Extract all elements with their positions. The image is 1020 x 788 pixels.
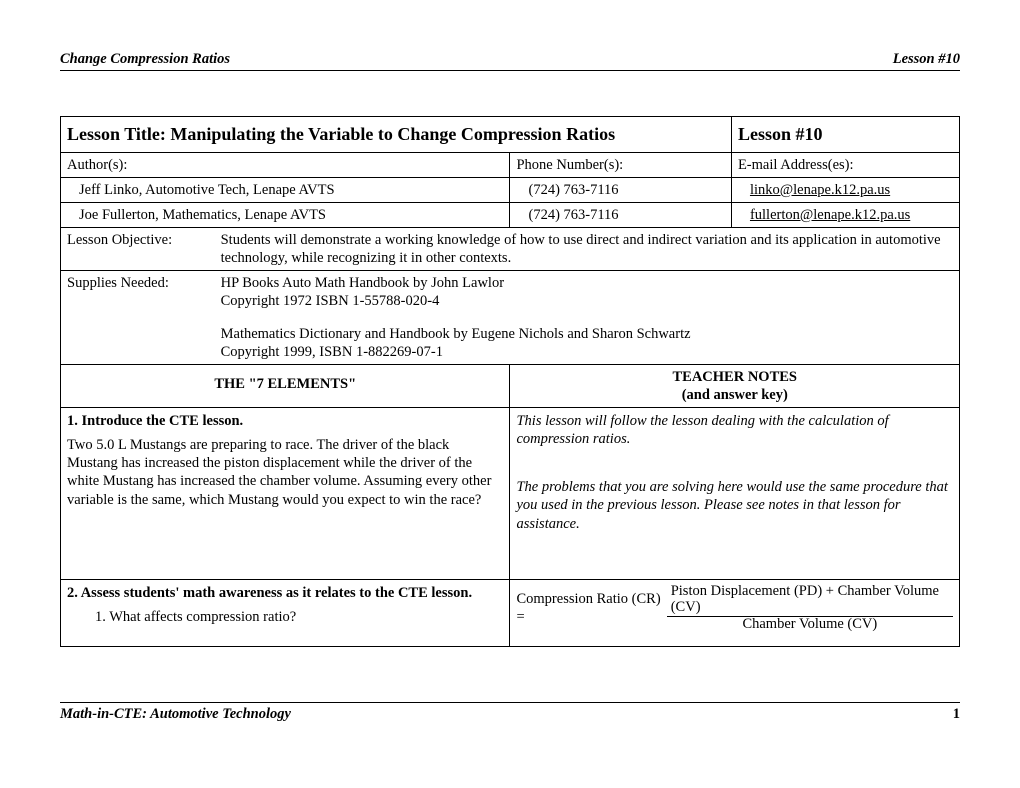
header-right: Lesson #10: [893, 50, 960, 68]
element-1-notes: This lesson will follow the lesson deali…: [510, 408, 960, 580]
supplies-line-3: Mathematics Dictionary and Handbook by E…: [221, 326, 691, 342]
author-name-1: Joe Fullerton, Mathematics, Lenape AVTS: [61, 202, 510, 227]
compression-ratio-formula: Compression Ratio (CR) = Piston Displace…: [516, 584, 953, 633]
lesson-table: Lesson Title: Manipulating the Variable …: [60, 116, 960, 647]
element-2-heading: 2. Assess students' math awareness as it…: [81, 584, 503, 602]
element-2-left: 2. Assess students' math awareness as it…: [61, 579, 510, 646]
phone-header: Phone Number(s):: [510, 152, 731, 177]
element-2-q1: 1. What affects compression ratio?: [67, 608, 503, 626]
element-1-body: Two 5.0 L Mustangs are preparing to race…: [67, 436, 503, 509]
teacher-notes-label: TEACHER NOTES: [672, 369, 797, 385]
objective-label: Lesson Objective:: [61, 228, 215, 271]
element-2-notes: Compression Ratio (CR) = Piston Displace…: [510, 579, 960, 646]
formula-denominator: Chamber Volume (CV): [738, 617, 881, 633]
answer-key-label: (and answer key): [682, 387, 788, 403]
formula-left: Compression Ratio (CR) =: [516, 590, 660, 626]
element-1-left: 1. Introduce the CTE lesson. Two 5.0 L M…: [61, 408, 510, 580]
formula-fraction: Piston Displacement (PD) + Chamber Volum…: [667, 584, 953, 633]
supplies-text: HP Books Auto Math Handbook by John Lawl…: [215, 271, 960, 365]
author-name-0: Jeff Linko, Automotive Tech, Lenape AVTS: [61, 177, 510, 202]
author-phone-1: (724) 763-7116: [510, 202, 731, 227]
supplies-line-2: Copyright 1972 ISBN 1-55788-020-4: [221, 293, 440, 309]
author-email-1: fullerton@lenape.k12.pa.us: [731, 202, 959, 227]
page-footer: Math-in-CTE: Automotive Technology 1: [60, 702, 960, 723]
supplies-label: Supplies Needed:: [61, 271, 215, 365]
author-email-0: linko@lenape.k12.pa.us: [731, 177, 959, 202]
element-1-note-2: The problems that you are solving here w…: [516, 478, 953, 532]
element-1-heading: 1. Introduce the CTE lesson.: [67, 412, 503, 430]
column-heading-right: TEACHER NOTES (and answer key): [510, 364, 960, 407]
footer-page-number: 1: [953, 705, 960, 723]
footer-left: Math-in-CTE: Automotive Technology: [60, 705, 291, 723]
element-1-note-1: This lesson will follow the lesson deali…: [516, 412, 953, 448]
page-header: Change Compression Ratios Lesson #10: [60, 50, 960, 71]
author-phone-0: (724) 763-7116: [510, 177, 731, 202]
author-header: Author(s):: [61, 152, 510, 177]
formula-numerator: Piston Displacement (PD) + Chamber Volum…: [667, 584, 953, 617]
lesson-title: Lesson Title: Manipulating the Variable …: [61, 117, 732, 153]
lesson-number: Lesson #10: [731, 117, 959, 153]
header-left: Change Compression Ratios: [60, 50, 230, 68]
objective-text: Students will demonstrate a working know…: [215, 228, 960, 271]
supplies-line-1: HP Books Auto Math Handbook by John Lawl…: [221, 275, 504, 291]
email-header: E-mail Address(es):: [731, 152, 959, 177]
column-heading-left: THE "7 ELEMENTS": [61, 364, 510, 407]
supplies-line-4: Copyright 1999, ISBN 1-882269-07-1: [221, 344, 443, 360]
